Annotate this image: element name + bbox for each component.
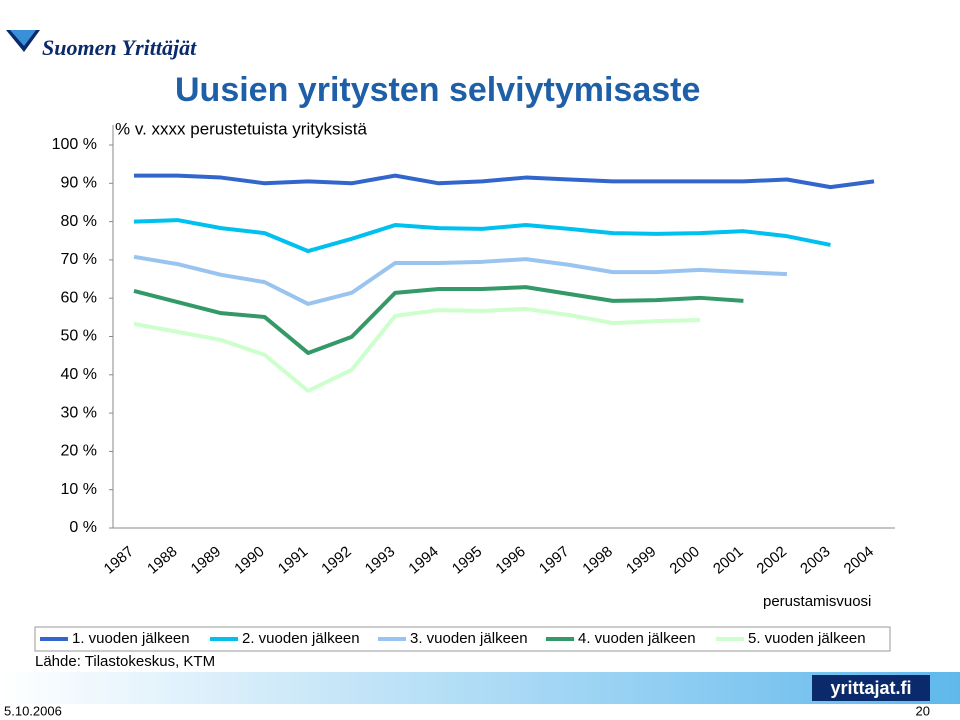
x-axis-label: perustamisvuosi [763,593,871,610]
page-number: 20 [916,703,930,718]
y-tick-label: 100 % [52,136,97,153]
logo-text: Suomen Yrittäjät [42,35,197,60]
y-tick-label: 40 % [61,366,97,383]
legend-label: 4. vuoden jälkeen [578,630,696,647]
x-tick-label: 1996 [492,543,528,577]
x-tick-label: 1999 [623,543,659,577]
x-tick-label: 2004 [841,543,877,577]
x-tick-label: 2000 [667,543,703,577]
y-tick-label: 80 % [61,213,97,230]
y-tick-label: 10 % [61,481,97,498]
legend-box [34,626,891,652]
legend-label: 5. vuoden jälkeen [748,630,866,647]
x-tick-label: 1990 [231,543,267,577]
x-tick-label: 1992 [318,543,354,577]
x-tick-label: 2002 [754,543,790,577]
logo-mark-inner [10,30,36,46]
series-line [133,218,831,254]
x-tick-label: 1998 [579,543,615,577]
y-tick-label: 30 % [61,404,97,421]
y-tick-label: 60 % [61,289,97,306]
y-tick-label: 0 % [69,519,97,536]
footer-band [0,672,960,704]
series-line [133,254,788,306]
x-tick-label: 1993 [362,543,398,577]
site-logo-box [812,675,930,701]
legend-label: 3. vuoden jälkeen [410,630,528,647]
x-tick-label: 2001 [710,543,746,577]
y-tick-label: 90 % [61,175,97,192]
x-tick-label: 1994 [405,543,441,577]
x-tick-label: 1988 [144,543,180,577]
y-tick-label: 70 % [61,251,97,268]
x-tick-label: 1997 [536,543,572,577]
y-tick-label: 50 % [61,328,97,345]
x-tick-label: 1989 [188,543,224,577]
x-tick-label: 1995 [449,543,485,577]
chart-title: Uusien yritysten selviytymisaste [175,71,700,109]
series-line [133,306,700,393]
series-line [134,173,875,190]
footer-date: 5.10.2006 [4,703,62,718]
source: Lähde: Tilastokeskus, KTM [35,653,215,670]
legend-label: 1. vuoden jälkeen [72,630,190,647]
site-logo: yrittajat.fi [830,678,911,698]
series-line [133,285,744,355]
y-tick-label: 20 % [61,443,97,460]
x-tick-label: 1987 [101,543,137,577]
x-tick-label: 1991 [275,543,311,577]
x-tick-label: 2003 [797,543,833,577]
chart-subtitle: % v. xxxx perustetuista yrityksistä [115,119,367,138]
legend-label: 2. vuoden jälkeen [242,630,360,647]
